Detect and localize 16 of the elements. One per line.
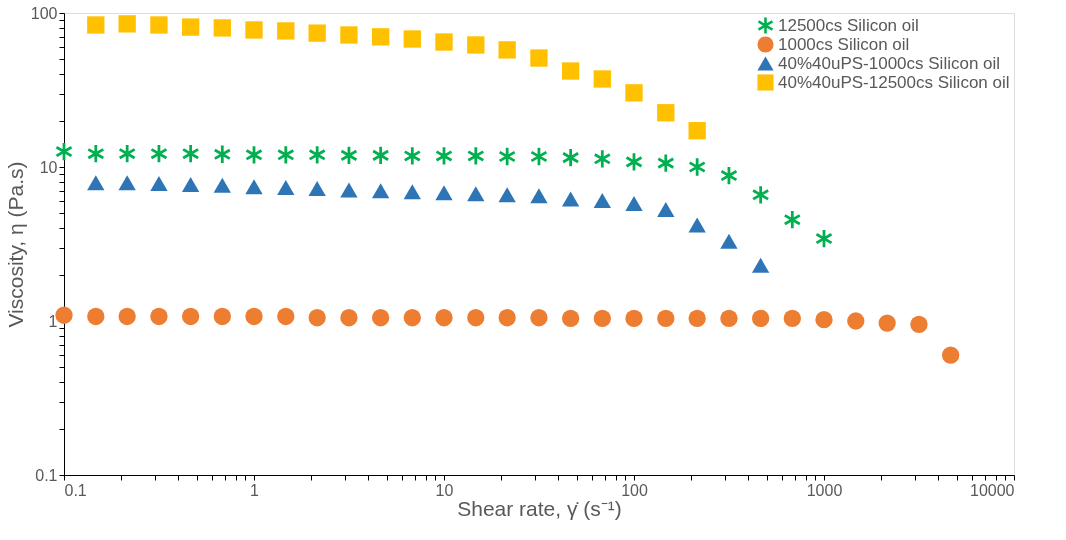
y-tick-label: 10 [39, 158, 58, 176]
legend-label: 40%40uPS-1000cs Silicon oil [778, 53, 1001, 73]
x-tick-label: 1000 [806, 481, 843, 499]
y-tick-label: 100 [30, 4, 58, 22]
y-tick-label: 0.1 [35, 466, 58, 484]
legend-label: 12500cs Silicon oil [778, 15, 919, 35]
x-tick-label: 100 [621, 481, 648, 499]
x-tick-label: 10000 [970, 481, 1015, 499]
legend-label: 1000cs Silicon oil [778, 34, 910, 54]
x-tick-label: 0.1 [64, 481, 87, 499]
x-tick-label: 1 [250, 481, 260, 499]
x-axis-title: Shear rate, γ̇ (s⁻¹) [457, 496, 622, 520]
y-axis-title: Viscosity, η (Pa.s) [3, 161, 27, 328]
x-tick-label: 10 [435, 481, 454, 499]
y-tick-label: 1 [48, 312, 58, 330]
legend-label: 40%40uPS-12500cs Silicon oil [778, 72, 1010, 92]
